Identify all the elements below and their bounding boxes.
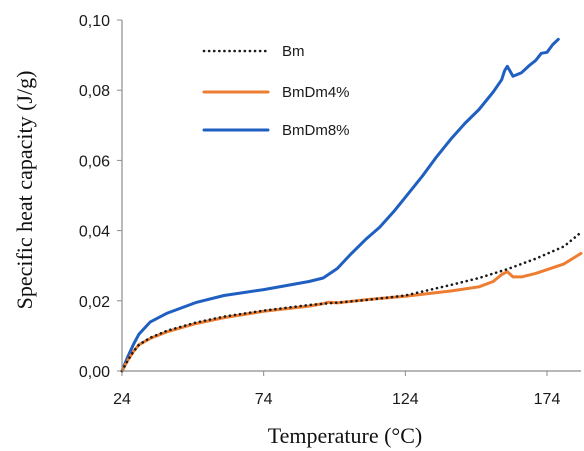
y-axis-title: Specific heat capacity (J/g) bbox=[12, 71, 37, 310]
y-tick-label: 0,02 bbox=[79, 294, 110, 311]
legend-label-0: Bm bbox=[282, 43, 305, 60]
x-tick-label: 24 bbox=[113, 391, 131, 408]
legend: Bm BmDm4% BmDm8% bbox=[202, 43, 350, 139]
axes-layer bbox=[121, 20, 581, 372]
series-line-1 bbox=[120, 251, 583, 373]
y-tick-label: 0,08 bbox=[79, 83, 110, 100]
y-tick-label: 0,06 bbox=[79, 153, 110, 170]
x-axis-title: Temperature (°C) bbox=[268, 423, 422, 448]
x-tick-label: 124 bbox=[392, 391, 419, 408]
x-tick-label: 74 bbox=[255, 391, 273, 408]
y-tick-label: 0,04 bbox=[79, 224, 110, 241]
y-tick-label: 0,00 bbox=[79, 364, 110, 381]
legend-label-1: BmDm4% bbox=[282, 84, 350, 101]
series-line-2 bbox=[120, 37, 560, 373]
x-tick-label: 174 bbox=[534, 391, 561, 408]
legend-label-2: BmDm8% bbox=[282, 122, 350, 139]
series-layer bbox=[120, 37, 583, 373]
series-line-0 bbox=[120, 231, 583, 373]
y-tick-label: 0,10 bbox=[79, 13, 110, 30]
ticks-layer: 0,00 0,02 0,04 0,06 0,08 0,10 24 74 124 174 bbox=[79, 13, 561, 408]
